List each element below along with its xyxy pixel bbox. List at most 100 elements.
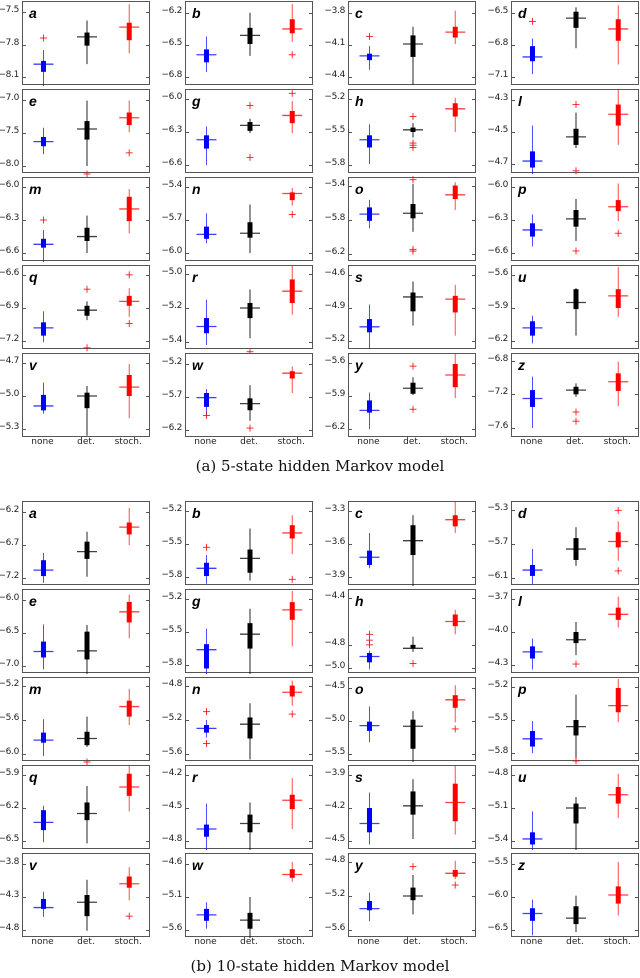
y-tick-label: −7.2 — [0, 334, 19, 345]
panel-letter: n — [192, 181, 201, 197]
boxplot-panel-g: g — [185, 89, 313, 173]
y-tick-mark — [146, 77, 149, 79]
boxplot-panel-c: c — [348, 501, 476, 586]
box-none — [196, 543, 217, 584]
y-tick-mark — [512, 720, 515, 721]
y-tick-label: −6.2 — [0, 504, 19, 515]
y-tick-mark — [349, 308, 352, 309]
y-tick-label: −4.8 — [324, 637, 345, 648]
boxplot-panel-v: v — [22, 853, 150, 937]
y-tick-mark — [512, 427, 515, 429]
y-tick-label: −5.2 — [161, 301, 182, 311]
box-det — [240, 204, 260, 254]
y-tick-mark — [23, 429, 26, 431]
y-tick-label: −5.5 — [324, 747, 345, 758]
box-stoch — [608, 596, 629, 628]
y-tick-mark — [186, 753, 189, 755]
x-tick-label: det. — [77, 937, 95, 947]
y-tick-mark — [349, 274, 352, 276]
boxplot-panel-r: r — [185, 765, 313, 850]
box-none — [359, 532, 380, 569]
y-tick-label: −5.2 — [324, 889, 345, 899]
y-tick-mark — [309, 665, 312, 667]
y-tick-mark — [472, 220, 475, 221]
box-none — [522, 811, 543, 850]
y-tick-mark — [309, 186, 312, 188]
y-tick-label: −5.2 — [161, 356, 182, 367]
box-none — [33, 891, 54, 917]
y-tick-mark — [635, 132, 638, 133]
y-tick-mark — [146, 720, 149, 721]
boxplot-panel-d: d — [511, 1, 639, 85]
y-tick-mark — [23, 774, 26, 776]
box-det — [240, 528, 260, 581]
box-det — [77, 20, 97, 65]
y-tick-mark — [309, 253, 312, 255]
boxplot-panel-n: n — [185, 677, 313, 761]
x-tick-label: det. — [77, 437, 95, 447]
panel-letter: e — [29, 93, 37, 109]
y-tick-label: −4.3 — [487, 658, 508, 669]
y-tick-mark — [186, 165, 189, 167]
y-tick-mark — [472, 577, 475, 579]
y-tick-label: −5.7 — [161, 389, 182, 400]
y-tick-mark — [186, 720, 189, 721]
box-none — [196, 126, 217, 166]
panel-letter: v — [29, 357, 37, 373]
box-none — [196, 628, 217, 674]
box-stoch — [608, 361, 629, 407]
boxplot-panel-r: r — [185, 265, 313, 356]
y-tick-mark — [472, 544, 475, 545]
box-none — [522, 125, 543, 174]
y-tick-mark — [472, 253, 475, 255]
box-det — [566, 895, 586, 933]
panel-letter: q — [29, 269, 38, 285]
y-tick-mark — [635, 45, 638, 47]
boxplot-panel-b: b — [185, 501, 313, 585]
y-tick-mark — [472, 929, 475, 931]
box-stoch — [119, 4, 140, 54]
box-det — [566, 694, 586, 765]
y-tick-label: −7.2 — [487, 387, 508, 398]
boxplot-panel-m: m — [22, 177, 150, 262]
box-stoch — [282, 515, 303, 583]
boxplot-svg — [33, 766, 140, 844]
panel-letter: m — [29, 681, 42, 697]
y-tick-label: −3.7 — [487, 591, 508, 602]
x-tick-label: stoch. — [603, 437, 631, 447]
y-tick-label: −5.2 — [324, 334, 345, 345]
y-tick-label: −5.5 — [161, 537, 182, 547]
boxplot-svg — [196, 778, 303, 850]
y-tick-label: −5.2 — [0, 679, 19, 690]
y-tick-mark — [186, 430, 189, 432]
y-tick-label: −7.5 — [0, 125, 19, 136]
box-stoch — [608, 861, 629, 916]
y-tick-mark — [23, 341, 26, 343]
box-stoch — [282, 680, 303, 718]
box-none — [522, 899, 543, 936]
box-none — [522, 376, 543, 428]
boxplot-svg — [33, 100, 140, 178]
y-tick-mark — [512, 220, 515, 221]
y-tick-label: −5.2 — [161, 503, 182, 514]
y-tick-label: −5.1 — [161, 889, 182, 900]
x-tick-label: stoch. — [277, 437, 305, 447]
y-tick-mark — [186, 77, 189, 79]
y-tick-label: −6.6 — [487, 246, 508, 257]
y-tick-label: −5.9 — [0, 767, 19, 778]
y-tick-mark — [186, 186, 189, 188]
y-tick-label: −6.2 — [324, 246, 345, 257]
y-tick-mark — [146, 99, 149, 101]
panel-letter: o — [355, 181, 364, 197]
x-tick-label: det. — [403, 437, 421, 447]
box-stoch — [445, 502, 466, 533]
y-tick-mark — [635, 510, 638, 512]
y-tick-mark — [635, 753, 638, 755]
box-stoch — [119, 867, 140, 920]
y-tick-mark — [472, 98, 475, 100]
y-tick-label: −4.5 — [161, 801, 182, 811]
panel-letter: b — [192, 505, 201, 521]
x-tick-label: none — [357, 937, 380, 947]
box-none — [359, 630, 380, 670]
box-det — [403, 515, 423, 586]
